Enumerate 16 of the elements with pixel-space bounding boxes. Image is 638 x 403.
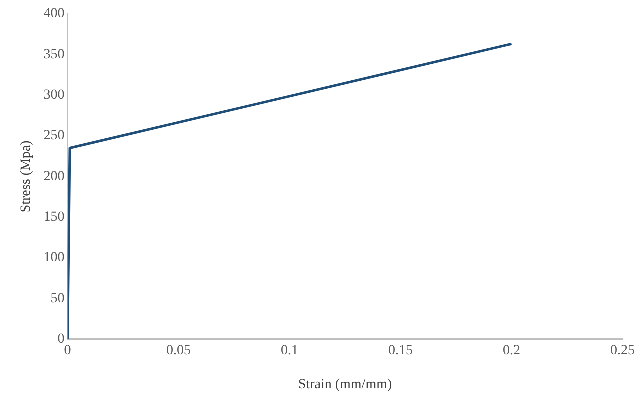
x-axis-title: Strain (mm/mm) xyxy=(298,377,392,392)
y-tick-label: 50 xyxy=(50,291,65,306)
y-tick-label: 350 xyxy=(44,47,65,62)
y-tick-label: 400 xyxy=(44,6,65,22)
x-tick-label: 0.2 xyxy=(503,343,521,358)
y-tick-label: 0 xyxy=(58,332,65,348)
y-tick-label: 250 xyxy=(44,128,65,144)
x-tick-label: 0.05 xyxy=(166,343,192,358)
y-axis-title: Stress (Mpa) xyxy=(19,140,34,213)
x-tick-label: 0.25 xyxy=(610,343,635,358)
x-tick-label: 0.15 xyxy=(388,343,414,358)
y-tick-label: 300 xyxy=(44,88,65,104)
y-tick-label: 100 xyxy=(44,250,65,266)
y-tick-label: 150 xyxy=(44,210,65,226)
y-tick-label: 200 xyxy=(44,169,65,184)
x-tick-label: 0.1 xyxy=(281,343,299,358)
